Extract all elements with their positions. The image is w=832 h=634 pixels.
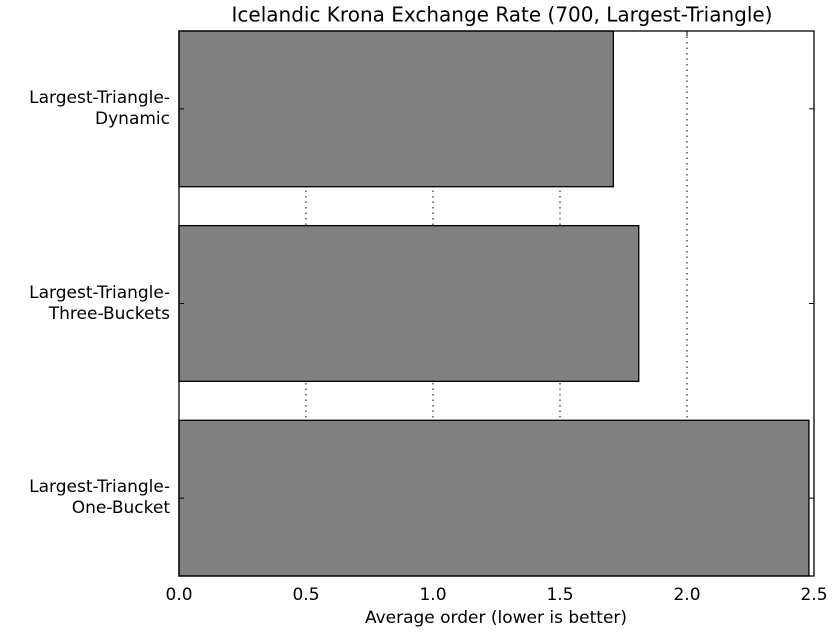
x-tick-label: 0.5 (292, 585, 319, 605)
plot-frame (178, 30, 815, 577)
x-axis-label: Average order (lower is better) (365, 608, 627, 628)
y-tick-label: Largest-Triangle- Dynamic (29, 87, 170, 129)
bar (178, 30, 614, 188)
chart-title: Icelandic Krona Exchange Rate (700, Larg… (232, 3, 773, 27)
x-tick-label: 2.5 (800, 585, 827, 605)
y-tick-label: Largest-Triangle- One-Bucket (29, 477, 170, 519)
bar (178, 224, 640, 383)
bar (178, 419, 810, 577)
x-tick-label: 1.5 (546, 585, 573, 605)
y-tick-label: Largest-Triangle- Three-Buckets (29, 282, 170, 324)
x-tick-label: 1.0 (419, 585, 446, 605)
x-tick-label: 0.0 (165, 585, 192, 605)
x-tick-label: 2.0 (673, 585, 700, 605)
